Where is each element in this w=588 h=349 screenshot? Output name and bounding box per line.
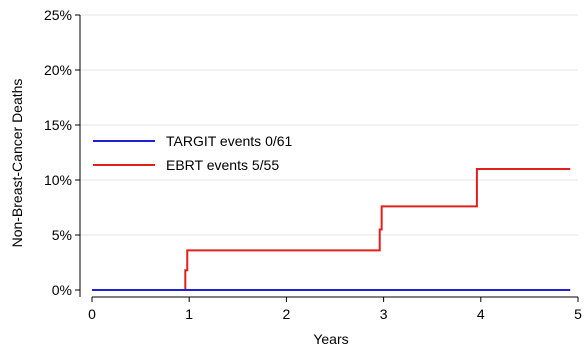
x-tick-label-1: 1	[185, 306, 193, 322]
y-axis-ticks: 0% 5% 10% 15% 20% 25%	[44, 7, 80, 298]
legend-label-0: TARGIT events 0/61	[166, 133, 293, 149]
x-tick-label-5: 5	[574, 306, 582, 322]
x-axis-ticks: 0 1 2 3 4 5	[88, 297, 582, 322]
x-tick-label-4: 4	[477, 306, 485, 322]
legend-label-1: EBRT events 5/55	[166, 157, 279, 173]
y-tick-label-10: 10%	[44, 172, 72, 188]
y-tick-label-15: 15%	[44, 117, 72, 133]
y-tick-label-0: 0%	[52, 282, 72, 298]
series-line-1	[92, 169, 570, 290]
y-axis-title: Non-Breast-Cancer Deaths	[9, 79, 25, 248]
y-tick-label-25: 25%	[44, 7, 72, 23]
x-tick-label-2: 2	[283, 306, 291, 322]
plot-series	[92, 169, 570, 290]
x-tick-label-0: 0	[88, 306, 96, 322]
legend: TARGIT events 0/61 EBRT events 5/55	[93, 133, 293, 173]
x-tick-label-3: 3	[380, 306, 388, 322]
y-tick-label-5: 5%	[52, 227, 72, 243]
gridlines	[80, 15, 578, 235]
x-axis-title: Years	[313, 331, 348, 347]
y-tick-label-20: 20%	[44, 62, 72, 78]
